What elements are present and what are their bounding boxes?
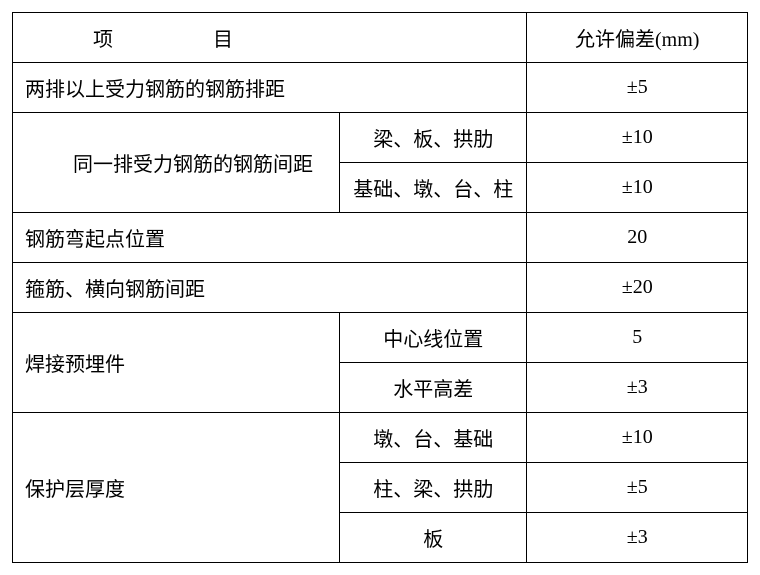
table-row: 钢筋弯起点位置 20 xyxy=(13,213,748,263)
header-tolerance: 允许偏差(mm) xyxy=(527,13,748,63)
tolerance-cell: ±20 xyxy=(527,263,748,313)
tolerance-cell: ±10 xyxy=(527,113,748,163)
tolerance-cell: 5 xyxy=(527,313,748,363)
subitem-cell: 梁、板、拱肋 xyxy=(340,113,527,163)
table-row: 保护层厚度 墩、台、基础 ±10 xyxy=(13,413,748,463)
tolerance-cell: ±3 xyxy=(527,513,748,563)
table-row: 两排以上受力钢筋的钢筋排距 ±5 xyxy=(13,63,748,113)
item-cell: 两排以上受力钢筋的钢筋排距 xyxy=(13,63,527,113)
table-row: 同一排受力钢筋的钢筋间距 梁、板、拱肋 ±10 xyxy=(13,113,748,163)
item-cell: 箍筋、横向钢筋间距 xyxy=(13,263,527,313)
tolerance-cell: ±5 xyxy=(527,63,748,113)
table-row: 箍筋、横向钢筋间距 ±20 xyxy=(13,263,748,313)
item-cell: 保护层厚度 xyxy=(13,413,340,563)
table-header-row: 项目 允许偏差(mm) xyxy=(13,13,748,63)
subitem-cell: 板 xyxy=(340,513,527,563)
subitem-cell: 墩、台、基础 xyxy=(340,413,527,463)
tolerance-table: 项目 允许偏差(mm) 两排以上受力钢筋的钢筋排距 ±5 同一排受力钢筋的钢筋间… xyxy=(12,12,748,563)
item-cell: 同一排受力钢筋的钢筋间距 xyxy=(13,113,340,213)
item-cell: 焊接预埋件 xyxy=(13,313,340,413)
subitem-cell: 水平高差 xyxy=(340,363,527,413)
tolerance-cell: ±10 xyxy=(527,163,748,213)
tolerance-cell: 20 xyxy=(527,213,748,263)
subitem-cell: 中心线位置 xyxy=(340,313,527,363)
header-item: 项目 xyxy=(13,13,527,63)
subitem-cell: 基础、墩、台、柱 xyxy=(340,163,527,213)
subitem-cell: 柱、梁、拱肋 xyxy=(340,463,527,513)
tolerance-cell: ±10 xyxy=(527,413,748,463)
tolerance-cell: ±5 xyxy=(527,463,748,513)
tolerance-cell: ±3 xyxy=(527,363,748,413)
table-row: 焊接预埋件 中心线位置 5 xyxy=(13,313,748,363)
item-cell: 钢筋弯起点位置 xyxy=(13,213,527,263)
